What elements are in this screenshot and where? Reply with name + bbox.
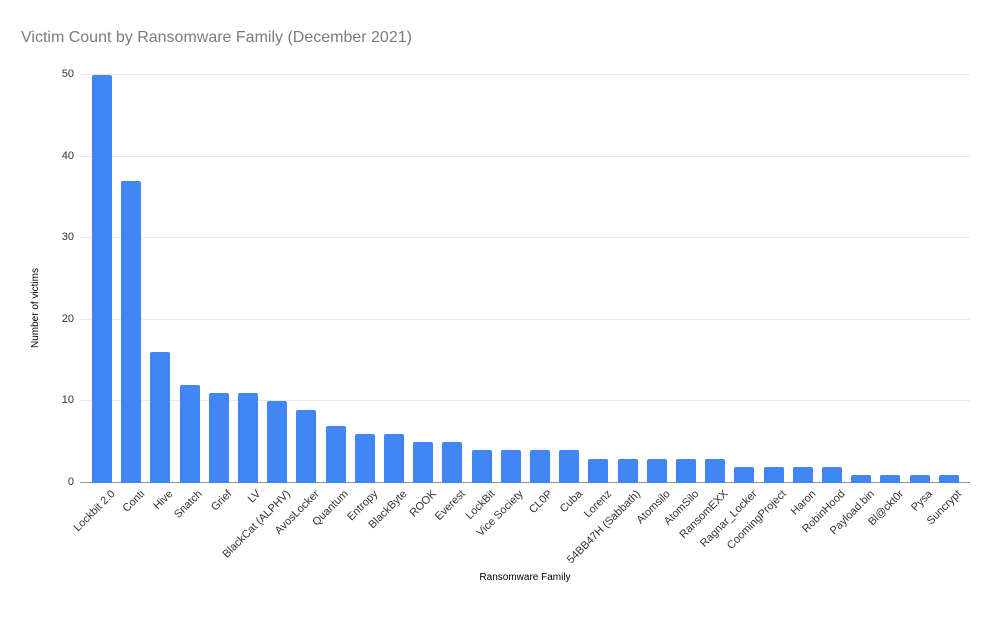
bar xyxy=(471,450,492,483)
bar xyxy=(792,466,813,483)
x-tick-label: Snatch xyxy=(172,488,206,521)
bar xyxy=(734,466,755,483)
gridline xyxy=(80,74,970,75)
y-tick-label: 50 xyxy=(61,68,74,80)
bar xyxy=(354,434,375,483)
bar xyxy=(646,458,667,483)
bar xyxy=(325,425,346,483)
gridline xyxy=(80,237,970,239)
bar xyxy=(208,393,229,483)
x-tick-label: Grief xyxy=(208,488,235,514)
bar xyxy=(296,409,317,483)
bar xyxy=(92,75,112,483)
bar xyxy=(617,458,638,483)
bar xyxy=(938,474,959,483)
x-tick-label: CL0P xyxy=(527,488,556,516)
x-axis-baseline xyxy=(80,482,970,483)
bar xyxy=(500,450,521,483)
bar xyxy=(238,393,258,483)
bar xyxy=(179,385,200,483)
x-axis-title: Ransomware Family xyxy=(479,572,571,583)
bar xyxy=(559,450,580,483)
y-tick-label: 20 xyxy=(61,312,74,325)
bar xyxy=(530,450,550,483)
x-tick-label: Pysa xyxy=(909,488,936,514)
bar xyxy=(588,458,609,483)
x-tick-label: Everest xyxy=(433,488,468,523)
bar xyxy=(267,401,288,483)
x-tick-label: Cuba xyxy=(557,488,585,516)
bar xyxy=(880,474,901,483)
gridline xyxy=(80,318,970,320)
bar xyxy=(121,181,142,483)
y-tick-label: 40 xyxy=(61,149,74,162)
bar xyxy=(909,474,930,483)
bar xyxy=(851,474,872,483)
x-tick-label: Lockbit 2.0 xyxy=(71,488,118,535)
bar xyxy=(413,442,434,483)
bar xyxy=(763,466,784,483)
chart-title: Victim Count by Ransomware Family (Decem… xyxy=(21,29,412,46)
y-tick-label: 30 xyxy=(61,231,74,244)
y-axis-title: Number of victims xyxy=(30,268,41,349)
x-tick-label: Hive xyxy=(151,488,176,513)
bar xyxy=(676,458,696,483)
bar xyxy=(384,434,404,483)
y-tick-label: 10 xyxy=(61,394,74,407)
y-tick-label: 0 xyxy=(67,476,74,488)
x-tick-label: Conti xyxy=(120,488,147,515)
bar xyxy=(442,442,463,483)
bar xyxy=(705,458,726,483)
bar xyxy=(822,466,842,483)
x-tick-label: LV xyxy=(246,488,264,506)
gridline xyxy=(80,400,970,402)
bar xyxy=(150,352,171,483)
gridline xyxy=(80,155,970,157)
plot-area xyxy=(80,74,970,483)
